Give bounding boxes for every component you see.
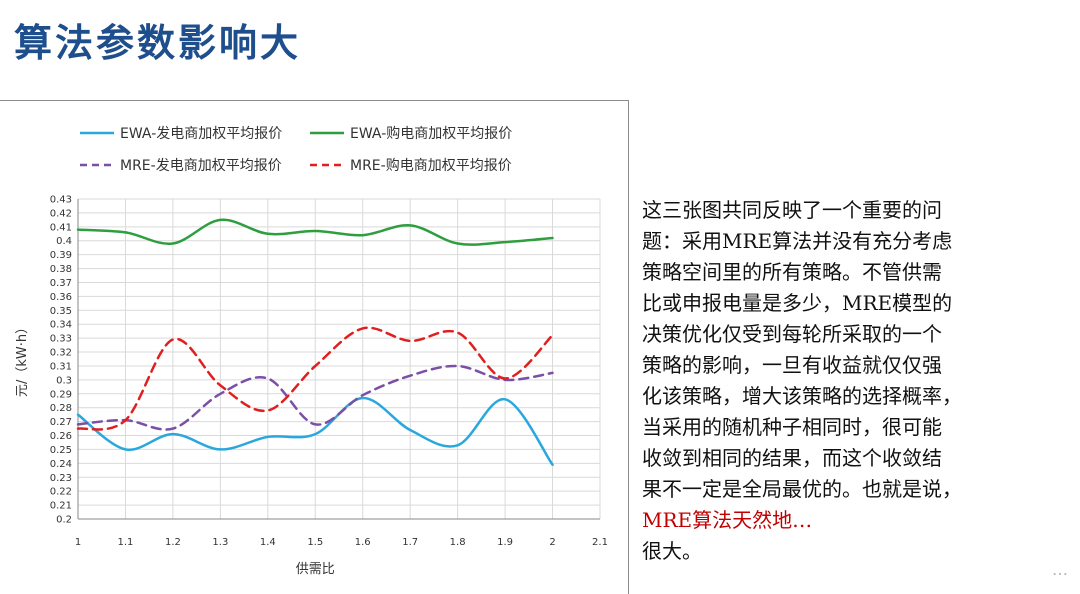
slide-title: 算法参数影响大 xyxy=(14,20,302,65)
y-tick-label: 0.23 xyxy=(50,473,72,484)
y-tick-label: 0.32 xyxy=(50,348,72,359)
y-tick-label: 0.36 xyxy=(50,292,72,303)
y-tick-label: 0.26 xyxy=(50,431,72,442)
description-line: 策略空间里的所有策略。不管供需 xyxy=(642,260,942,284)
line-chart: EWA-发电商加权平均报价 EWA-购电商加权平均报价 MRE-发电商加权平均报价 M… xyxy=(15,126,608,577)
y-tick-label: 0.27 xyxy=(50,417,72,428)
y-tick-label: 0.43 xyxy=(50,195,72,206)
description-line: 决策优化仅受到每轮所采取的一个 xyxy=(642,322,942,346)
x-tick-label: 1.4 xyxy=(260,537,276,548)
y-tick-label: 0.42 xyxy=(50,208,72,219)
y-tick-label: 0.34 xyxy=(50,320,72,331)
description-line: 题：采用MRE算法并没有充分考虑 xyxy=(642,229,953,253)
x-tick-label: 1.5 xyxy=(307,537,323,548)
y-tick-label: 0.21 xyxy=(50,501,72,512)
description-line: 策略的影响，一旦有收益就仅仅强 xyxy=(642,353,942,377)
description-line: 比或申报电量是多少，MRE模型的 xyxy=(642,291,953,315)
description-line: 很大。 xyxy=(642,539,702,563)
x-tick-label: 1.2 xyxy=(165,537,181,548)
y-tick-label: 0.3 xyxy=(56,375,72,386)
x-tick-label: 1 xyxy=(75,537,81,548)
y-axis-label: 元/（kW·h） xyxy=(15,321,30,397)
chart-grid xyxy=(77,198,601,520)
chart-panel: EWA-发电商加权平均报价 EWA-购电商加权平均报价 MRE-发电商加权平均报价 M… xyxy=(0,100,629,594)
x-tick-label: 1.1 xyxy=(118,537,134,548)
y-tick-label: 0.35 xyxy=(50,306,72,317)
watermark: … xyxy=(1052,560,1068,579)
y-tick-label: 0.31 xyxy=(50,361,72,372)
series-line-ewa-buyer xyxy=(76,218,554,246)
description-line: 果不一定是全局最优的。也就是说， xyxy=(642,477,962,501)
legend-label-mre-seller: MRE-发电商加权平均报价 xyxy=(120,158,282,174)
chart-series xyxy=(76,218,554,466)
x-tick-label: 2.1 xyxy=(592,537,608,548)
y-tick-label: 0.37 xyxy=(50,278,72,289)
legend-label-mre-buyer: MRE-购电商加权平均报价 xyxy=(350,158,512,174)
description-line: 收敛到相同的结果，而这个收敛结 xyxy=(642,446,942,470)
x-tick-label: 1.8 xyxy=(450,537,466,548)
x-tick-label: 2 xyxy=(549,537,555,548)
chart-ticks: 0.2 0.21 0.22 0.23 0.24 0.25 0.26 0.27 0.28 0.29 0… xyxy=(50,195,608,549)
description-text: 这三张图共同反映了一个重要的问 题：采用MRE算法并没有充分考虑 策略空间里的所有策… xyxy=(642,195,1074,567)
x-tick-label: 1.3 xyxy=(212,537,228,548)
y-tick-label: 0.4 xyxy=(56,236,72,247)
x-tick-label: 1.9 xyxy=(497,537,513,548)
series-line-ewa-seller xyxy=(76,396,554,466)
description-line: 化该策略，增大该策略的选择概率， xyxy=(642,384,962,408)
description-line: MRE算法天然地… xyxy=(642,508,813,532)
x-tick-label: 1.6 xyxy=(355,537,371,548)
y-tick-label: 0.33 xyxy=(50,334,72,345)
y-tick-label: 0.25 xyxy=(50,445,72,456)
x-tick-label: 1.7 xyxy=(402,537,418,548)
y-tick-label: 0.41 xyxy=(50,222,72,233)
legend-label-ewa-seller: EWA-发电商加权平均报价 xyxy=(120,126,282,142)
series-line-mre-seller xyxy=(76,364,554,431)
chart-legend: EWA-发电商加权平均报价 EWA-购电商加权平均报价 MRE-发电商加权平均报价 M… xyxy=(80,126,512,174)
y-tick-label: 0.29 xyxy=(50,389,72,400)
y-tick-label: 0.28 xyxy=(50,403,72,414)
y-tick-label: 0.39 xyxy=(50,250,72,261)
y-tick-label: 0.24 xyxy=(50,459,72,470)
y-tick-label: 0.38 xyxy=(50,264,72,275)
chart-axes xyxy=(77,199,600,520)
legend-label-ewa-buyer: EWA-购电商加权平均报价 xyxy=(350,126,512,142)
description-line: 这三张图共同反映了一个重要的问 xyxy=(642,198,942,222)
description-line: 当采用的随机种子相同时，很可能 xyxy=(642,415,942,439)
x-axis-label: 供需比 xyxy=(296,562,335,577)
series-line-mre-buyer xyxy=(76,326,554,431)
y-tick-label: 0.2 xyxy=(56,515,72,526)
y-tick-label: 0.22 xyxy=(50,487,72,498)
